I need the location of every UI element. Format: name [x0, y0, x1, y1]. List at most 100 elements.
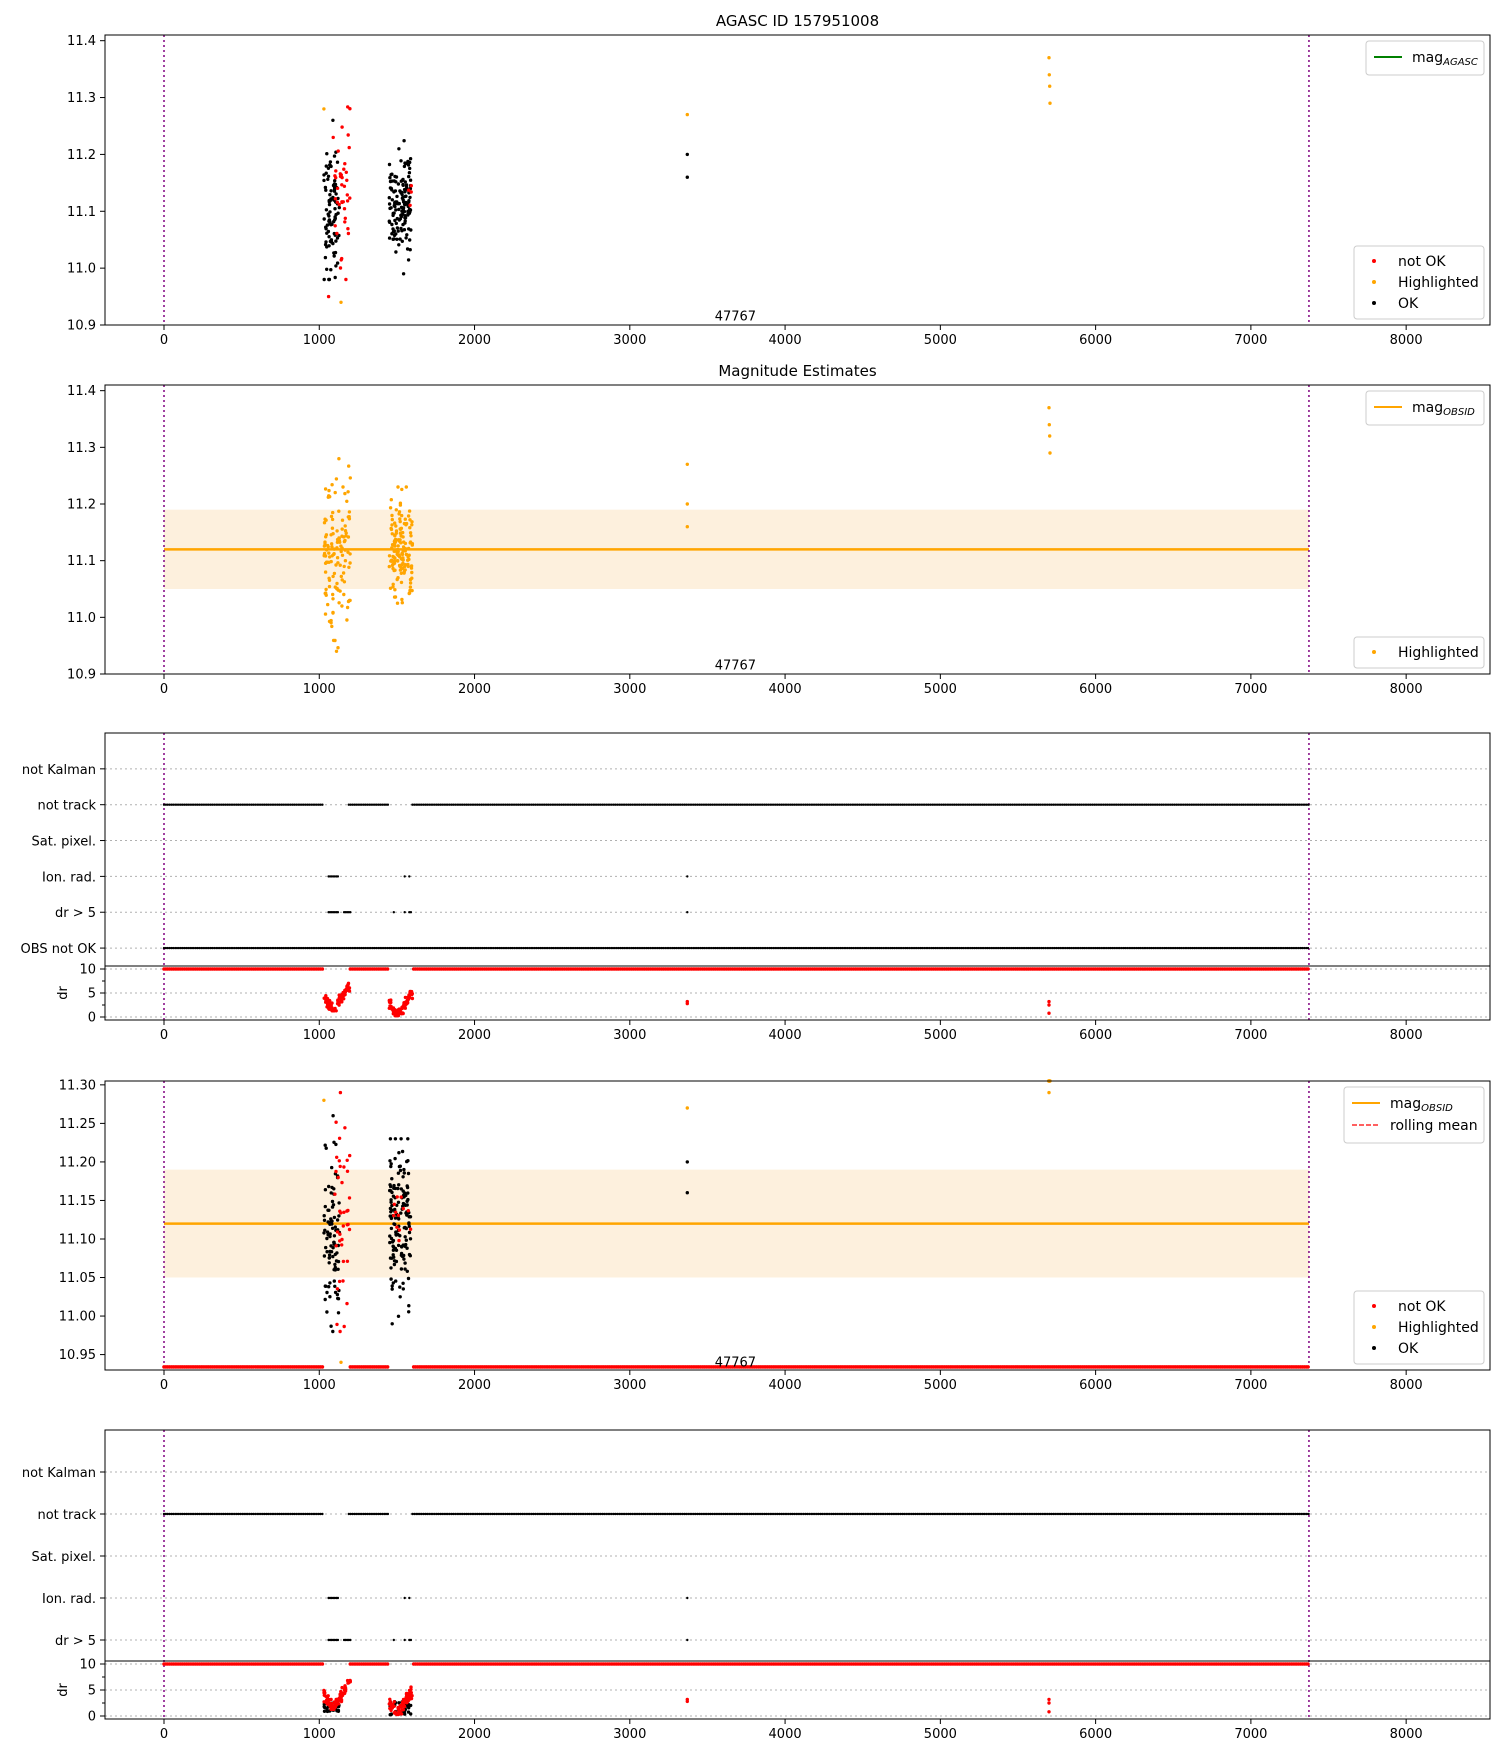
flag-point: [1171, 803, 1174, 806]
flag-point: [746, 946, 749, 950]
cluster-ok: [388, 1137, 413, 1326]
flag-point: [901, 803, 904, 806]
data-point: [406, 564, 410, 569]
data-point: [327, 578, 332, 582]
flag-point: [711, 803, 714, 806]
flag-label: OBS not OK: [21, 942, 97, 957]
flag-point: [1223, 803, 1227, 806]
flag-point: [623, 946, 626, 950]
data-point: [405, 1269, 409, 1274]
flag-point: [809, 946, 812, 950]
flag-point: [710, 946, 713, 950]
flag-point: [1240, 803, 1243, 806]
data-point: [387, 564, 391, 569]
flag-point: [999, 946, 1002, 950]
flag-point: [1277, 803, 1281, 806]
flag-point: [1137, 803, 1141, 806]
data-point: [345, 1259, 350, 1264]
flag-point: [1113, 946, 1116, 950]
flag-point: [480, 803, 483, 806]
flag-point: [754, 803, 757, 806]
y-tick-label: 11.15: [59, 1194, 96, 1209]
flag-point: [882, 946, 885, 950]
flag-point: [755, 803, 759, 806]
data-point: [342, 535, 346, 539]
flag-point: [506, 803, 509, 806]
flag-point: [403, 911, 406, 914]
data-point: [398, 189, 402, 193]
flag-point: [1089, 803, 1092, 806]
flag-point: [982, 946, 985, 950]
dr-point: [403, 1003, 407, 1008]
data-point: [389, 1164, 393, 1169]
data-point: [322, 1231, 326, 1235]
flag-point: [916, 803, 919, 806]
flag-point: [677, 803, 681, 806]
flag-point: [592, 803, 595, 806]
flag-point: [1115, 803, 1118, 806]
x-tick-label: 8000: [1390, 1378, 1423, 1393]
flag-point: [687, 803, 690, 806]
flag-point: [829, 946, 833, 950]
flag-point: [761, 803, 764, 806]
flag-point: [216, 946, 220, 950]
flag-point: [869, 803, 872, 806]
data-point: [1047, 406, 1051, 410]
flag-point: [285, 946, 289, 950]
panel-1: 10.911.011.111.211.311.40 1000 2000 3000 400…: [67, 362, 1491, 697]
flag-point: [954, 946, 958, 950]
flag-point: [468, 946, 471, 950]
flag-point: [287, 803, 290, 806]
flag-point: [349, 946, 352, 950]
data-point: [324, 1245, 328, 1250]
flag-point: [936, 803, 940, 806]
flag-point: [496, 803, 500, 806]
cluster-ok: [322, 118, 341, 282]
legend-label-main: mag: [1412, 50, 1443, 66]
data-point: [685, 175, 689, 179]
flag-point: [1280, 946, 1284, 950]
flag-point: [280, 946, 283, 950]
flag-point: [906, 803, 910, 806]
flag-point: [1003, 946, 1006, 950]
data-point: [323, 185, 328, 190]
data-point: [331, 592, 335, 597]
flag-point: [956, 946, 959, 950]
data-point: [338, 174, 343, 179]
flag-point: [624, 946, 628, 950]
flag-point: [988, 946, 991, 950]
flag-point: [1008, 946, 1012, 950]
flag-point: [898, 946, 902, 950]
flag-point: [919, 803, 923, 806]
flag-point: [1267, 946, 1271, 950]
flag-point: [941, 946, 944, 950]
data-point: [390, 523, 394, 527]
flag-point: [889, 946, 892, 950]
flag-point: [315, 946, 318, 950]
flag-point: [1265, 946, 1269, 950]
flag-point: [926, 946, 930, 950]
dr-point: [403, 995, 408, 1000]
flag-point: [347, 946, 350, 950]
flag-point: [987, 803, 990, 806]
data-point: [400, 239, 404, 243]
flag-point: [213, 946, 216, 950]
dr-axis-label: dr: [56, 1683, 71, 1697]
data-point: [347, 1227, 352, 1232]
baseline-point: [320, 1365, 325, 1369]
data-point: [407, 1222, 411, 1226]
flag-point: [215, 803, 218, 806]
flag-point: [1262, 803, 1266, 806]
flag-point: [686, 946, 689, 950]
dr-point: [323, 1705, 327, 1710]
flag-point: [781, 946, 784, 950]
flag-point: [822, 946, 825, 950]
data-point: [323, 1188, 328, 1192]
flag-point: [526, 803, 530, 806]
flag-point: [1193, 803, 1197, 806]
flag-point: [800, 803, 803, 806]
data-point: [325, 223, 330, 227]
flag-point: [436, 946, 440, 950]
flag-point: [966, 803, 969, 806]
flag-point: [1111, 803, 1115, 806]
